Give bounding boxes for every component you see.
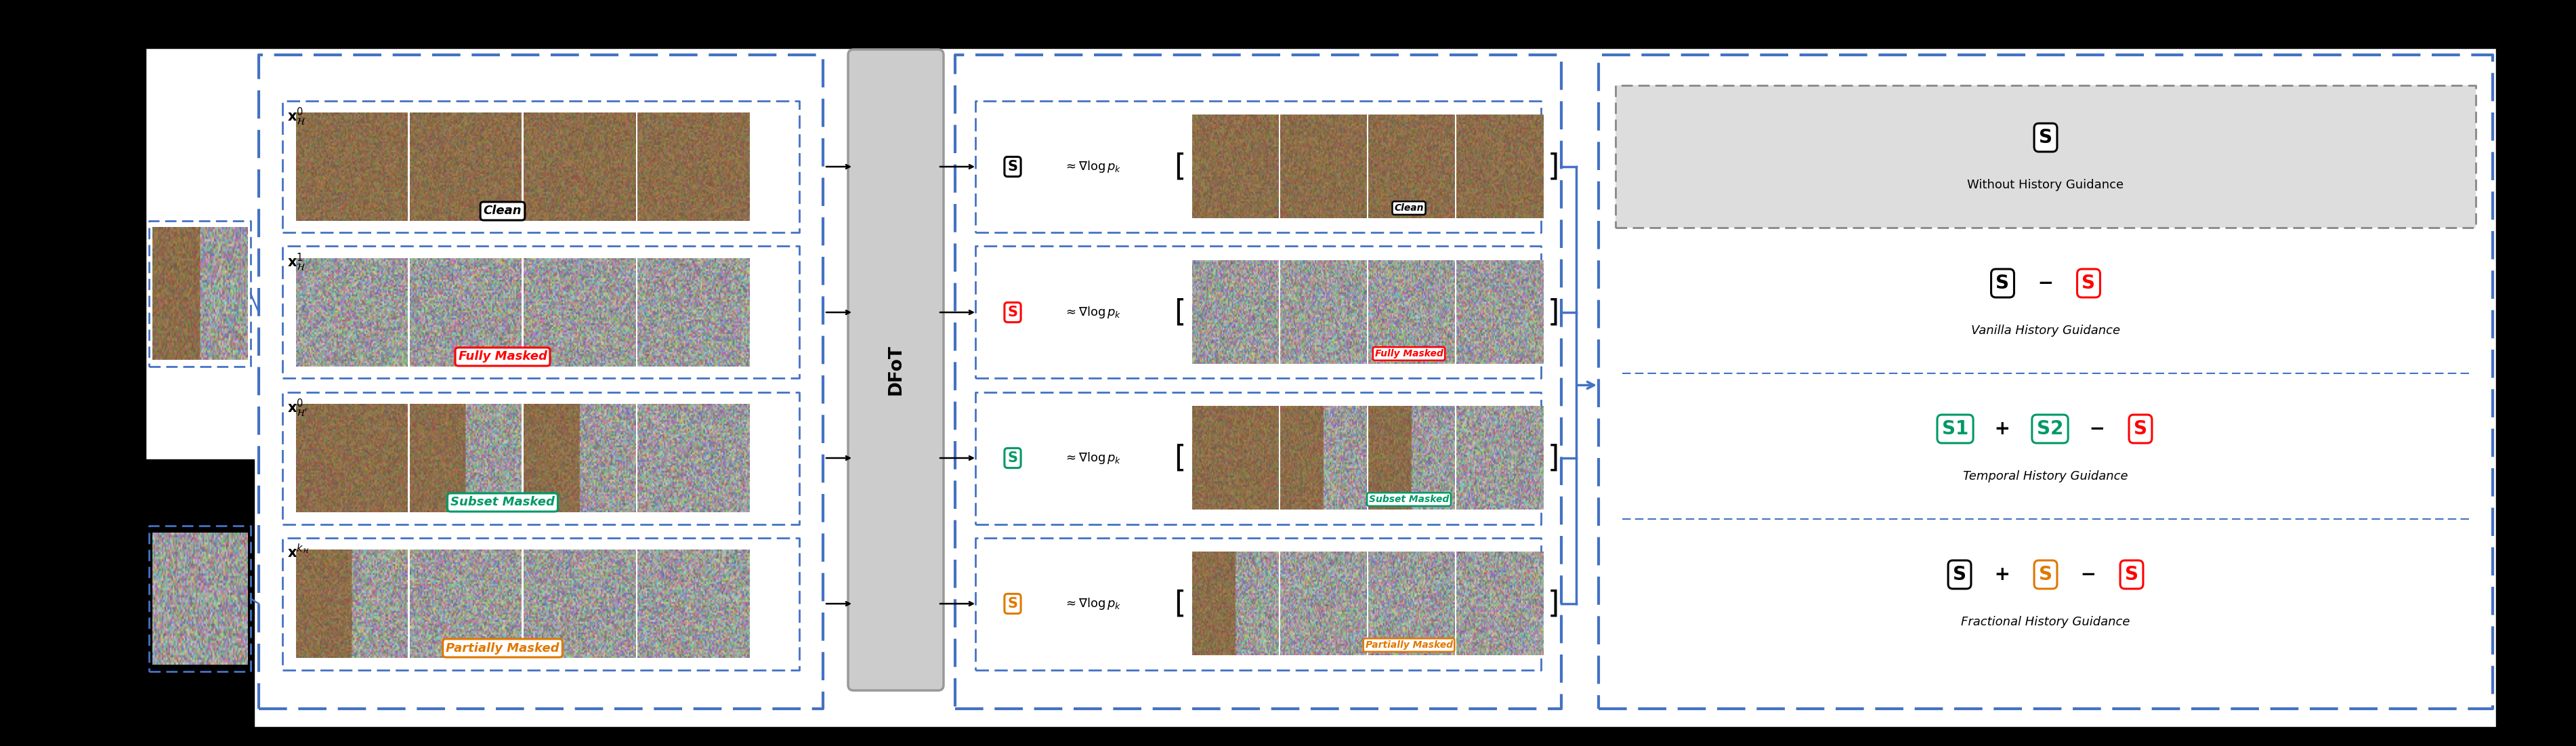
- Text: S1: S1: [1942, 419, 1968, 439]
- Text: Fully Masked: Fully Masked: [459, 351, 546, 363]
- Text: ]: ]: [1548, 589, 1558, 618]
- Text: $\approx \nabla \log p_k$: $\approx \nabla \log p_k$: [1064, 451, 1121, 466]
- Text: −: −: [2032, 274, 2061, 292]
- Bar: [2496, 48, 2576, 727]
- Text: [: [: [1175, 589, 1185, 618]
- Text: ]: ]: [1548, 298, 1558, 327]
- Text: S: S: [2125, 565, 2138, 584]
- Text: Fractional History Guidance: Fractional History Guidance: [1960, 616, 2130, 628]
- Text: Temporal History Guidance: Temporal History Guidance: [1963, 470, 2128, 483]
- Text: Clean: Clean: [484, 205, 523, 217]
- Text: S: S: [1007, 451, 1018, 465]
- Text: $\mathbf{x}^0_{\mathcal{H}^\prime}$: $\mathbf{x}^0_{\mathcal{H}^\prime}$: [286, 398, 309, 419]
- Text: $\mathbf{x}^0_\mathcal{H}$: $\mathbf{x}^0_\mathcal{H}$: [286, 106, 307, 127]
- Text: $\approx \nabla \log p_k$: $\approx \nabla \log p_k$: [1064, 596, 1121, 611]
- Text: S: S: [1996, 274, 2009, 292]
- Text: S: S: [2038, 565, 2053, 584]
- Text: S2: S2: [2038, 419, 2063, 439]
- Text: S: S: [2038, 128, 2053, 147]
- Text: +: +: [1989, 565, 2017, 584]
- Bar: [0, 0, 2576, 48]
- Text: Without History Guidance: Without History Guidance: [1968, 179, 2123, 191]
- Text: ]: ]: [1548, 152, 1558, 181]
- Text: S: S: [1007, 160, 1018, 174]
- Bar: [0, 48, 147, 727]
- Bar: [1615, 85, 2476, 228]
- Bar: [0, 727, 2576, 746]
- Text: Vanilla History Guidance: Vanilla History Guidance: [1971, 325, 2120, 336]
- Text: [: [: [1175, 443, 1185, 473]
- Text: $\approx \nabla \log p_k$: $\approx \nabla \log p_k$: [1064, 305, 1121, 320]
- Text: DFoT: DFoT: [886, 345, 904, 395]
- Text: Partially Masked: Partially Masked: [446, 642, 559, 654]
- Text: Partially Masked: Partially Masked: [1365, 640, 1453, 650]
- Text: S: S: [1007, 306, 1018, 319]
- Text: Subset Masked: Subset Masked: [1368, 495, 1448, 504]
- Text: [: [: [1175, 298, 1185, 327]
- Text: Subset Masked: Subset Masked: [451, 496, 554, 509]
- Text: $\mathbf{x}^{k_{\mathcal{H}}}$: $\mathbf{x}^{k_{\mathcal{H}}}$: [286, 543, 309, 560]
- Text: S: S: [1953, 565, 1965, 584]
- Text: [: [: [1175, 152, 1185, 181]
- Text: S: S: [1007, 597, 1018, 610]
- Text: ]: ]: [1548, 443, 1558, 473]
- Text: $\approx \nabla \log p_k$: $\approx \nabla \log p_k$: [1064, 159, 1121, 174]
- Text: +: +: [1989, 419, 2017, 439]
- Text: S: S: [2081, 274, 2094, 292]
- Text: −: −: [2074, 565, 2102, 584]
- Text: S: S: [2133, 419, 2148, 439]
- Text: Clean: Clean: [1394, 204, 1425, 213]
- FancyBboxPatch shape: [848, 49, 943, 691]
- Text: −: −: [2084, 419, 2112, 439]
- Text: Fully Masked: Fully Masked: [1376, 349, 1443, 359]
- Text: $\mathbf{x}^1_\mathcal{H}$: $\mathbf{x}^1_\mathcal{H}$: [286, 251, 307, 273]
- Bar: [0, 460, 255, 727]
